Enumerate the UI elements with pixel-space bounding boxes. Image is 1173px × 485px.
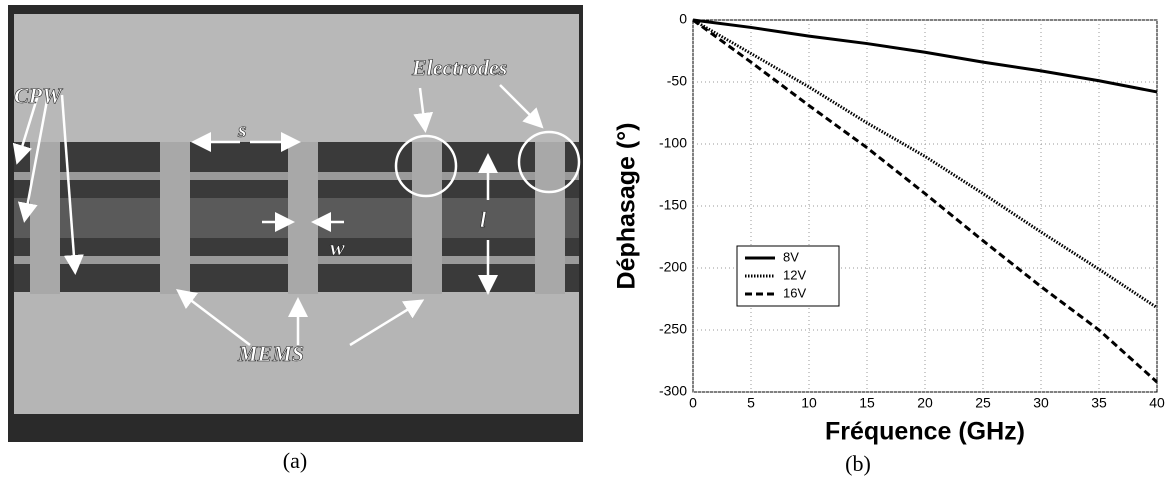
x-axis-label: Fréquence (GHz) bbox=[825, 418, 1025, 446]
legend-label: 12V bbox=[783, 267, 806, 282]
x-tick-label: 5 bbox=[747, 395, 755, 411]
y-tick-label: -200 bbox=[659, 259, 687, 275]
cpw-label: CPW bbox=[14, 83, 63, 108]
electrodes-label: Electrodes bbox=[411, 55, 507, 80]
w-label: w bbox=[330, 235, 345, 260]
x-tick-label: 20 bbox=[917, 395, 933, 411]
caption: (b) bbox=[845, 451, 871, 476]
caption: (a) bbox=[283, 448, 307, 473]
y-tick-label: -100 bbox=[659, 135, 687, 151]
y-axis-label: Déphasage (°) bbox=[613, 123, 641, 290]
x-tick-label: 35 bbox=[1091, 395, 1107, 411]
x-tick-label: 10 bbox=[801, 395, 817, 411]
y-tick-label: -300 bbox=[659, 383, 687, 399]
y-tick-label: -50 bbox=[667, 73, 687, 89]
x-tick-label: 15 bbox=[859, 395, 875, 411]
series-line bbox=[692, 18, 1158, 94]
mems-label: MEMS bbox=[237, 341, 304, 366]
photo: CPW s w l Electrodes MEMS (a) bbox=[8, 5, 583, 473]
chart: -300 -250 -200 -150 -100 -50 0 0 5 10 15 20 25 30 35 40… bbox=[613, 11, 1165, 476]
y-tick-label: -150 bbox=[659, 197, 687, 213]
legend-label: 8V bbox=[783, 249, 799, 264]
x-tick-label: 40 bbox=[1149, 395, 1165, 411]
s-label: s bbox=[237, 117, 247, 142]
y-tick-label: -250 bbox=[659, 321, 687, 337]
y-tick-label: 0 bbox=[679, 11, 687, 27]
x-tick-label: 0 bbox=[689, 395, 697, 411]
series-line bbox=[692, 18, 1158, 309]
l-label: l bbox=[480, 207, 487, 232]
x-tick-label: 30 bbox=[1033, 395, 1049, 411]
x-tick-label: 25 bbox=[975, 395, 991, 411]
series-line bbox=[692, 18, 1159, 384]
legend-label: 16V bbox=[783, 285, 806, 300]
